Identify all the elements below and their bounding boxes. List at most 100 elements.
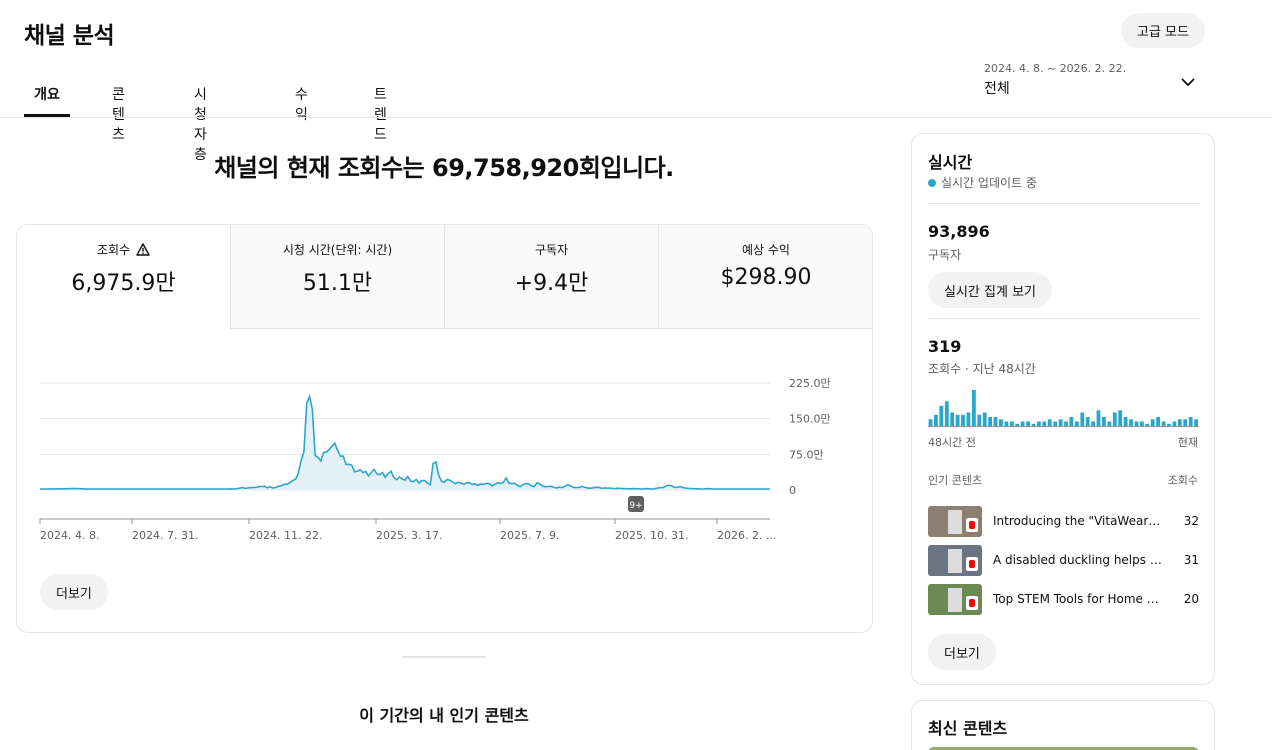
- date-range-text: 2024. 4. 8. ~ 2026. 2. 22.: [984, 62, 1127, 75]
- realtime-bar: [1118, 410, 1123, 427]
- realtime-bar: [982, 412, 987, 426]
- realtime-bar: [1091, 421, 1095, 426]
- x-tick-label: 2026. 2. ...: [717, 529, 776, 542]
- realtime-bar: [1112, 412, 1117, 426]
- latest-content-title: 최신 콘텐츠: [928, 719, 1008, 738]
- x-tick-label: 2024. 7. 31.: [132, 529, 198, 542]
- realtime-bar: [1140, 421, 1144, 426]
- metric-subscribers[interactable]: 구독자 +9.4만: [445, 225, 659, 329]
- realtime-bar: [1134, 421, 1139, 426]
- period-label: 전체: [984, 81, 1010, 97]
- realtime-status: 실시간 업데이트 중: [928, 174, 1037, 191]
- video-views: 32: [1183, 514, 1199, 528]
- list-item[interactable]: A disabled duckling helps hi... 31: [928, 545, 1199, 577]
- shorts-icon: [966, 518, 978, 532]
- video-thumbnail: [928, 506, 982, 537]
- metric-watch-time[interactable]: 시청 시간(단위: 시간) 51.1만: [231, 225, 445, 329]
- video-title: Top STEM Tools for Home L...: [993, 592, 1163, 606]
- live-dot-icon: [928, 178, 936, 187]
- tab-audience[interactable]: 시청자층: [194, 87, 207, 163]
- shorts-icon: [966, 557, 978, 571]
- realtime-bar: [999, 419, 1003, 427]
- popular-content-header: 인기 콘텐츠: [928, 474, 983, 487]
- divider: [928, 318, 1199, 319]
- video-thumbnail: [928, 584, 982, 615]
- overview-card: 조회수 6,975.9만 시청 시간(단위: 시간) 51.1만 구독자 +9.…: [16, 224, 873, 633]
- realtime-bar: [1020, 421, 1025, 426]
- divider: [928, 203, 1199, 204]
- realtime-more-button[interactable]: 더보기: [928, 634, 996, 670]
- realtime-bar: [944, 401, 949, 427]
- realtime-count-button[interactable]: 실시간 집계 보기: [928, 272, 1052, 308]
- realtime-views: 319: [928, 337, 962, 356]
- tab-overview[interactable]: 개요: [24, 70, 70, 117]
- x-tick-label: 2025. 7. 9.: [500, 529, 559, 542]
- realtime-bar: [1031, 423, 1036, 427]
- realtime-bar: [1172, 421, 1177, 426]
- realtime-bar: [1053, 421, 1058, 426]
- realtime-axis-start: 48시간 전: [928, 436, 976, 449]
- realtime-bar: [928, 419, 933, 427]
- realtime-bar: [1188, 417, 1193, 426]
- realtime-subscribers-label: 구독자: [928, 248, 962, 262]
- realtime-bar: [1037, 421, 1041, 426]
- metric-label: 조회수: [96, 242, 131, 257]
- video-title: Introducing the "VitaWear S...: [993, 514, 1163, 528]
- realtime-bar: [1102, 417, 1106, 426]
- popular-views-header: 조회수: [1167, 474, 1198, 487]
- metric-revenue[interactable]: 예상 수익 $298.90: [659, 225, 872, 329]
- realtime-bar: [1194, 419, 1198, 427]
- views-chart: 225.0만 150.0만 75.0만 0 2024. 4. 8. 2024. 7. 31…: [39, 377, 831, 542]
- realtime-bar: [1074, 421, 1079, 426]
- x-tick-label: 2024. 4. 8.: [40, 529, 99, 542]
- video-thumbnail[interactable]: [928, 747, 1199, 750]
- y-tick-label: 75.0만: [789, 448, 824, 461]
- realtime-card: 실시간 실시간 업데이트 중 93,896 구독자 실시간 집계 보기 319 …: [911, 133, 1215, 685]
- metric-label: 구독자: [534, 242, 569, 257]
- video-title: A disabled duckling helps hi...: [993, 553, 1163, 567]
- metric-views[interactable]: 조회수 6,975.9만: [17, 225, 231, 329]
- y-tick-label: 225.0만: [789, 377, 831, 390]
- metric-value: 6,975.9만: [71, 271, 176, 296]
- tab-revenue[interactable]: 수익: [295, 87, 308, 123]
- realtime-bar: [1015, 423, 1020, 427]
- realtime-bar-chart: [928, 390, 1199, 427]
- realtime-bar: [1004, 421, 1009, 426]
- realtime-bar: [1026, 421, 1030, 426]
- tab-content[interactable]: 콘텐츠: [112, 87, 125, 143]
- realtime-bar: [972, 390, 976, 426]
- realtime-bar: [1183, 419, 1188, 427]
- realtime-bar: [939, 405, 944, 427]
- realtime-bar: [934, 414, 938, 427]
- realtime-bar: [993, 417, 998, 426]
- realtime-bar: [1150, 419, 1155, 427]
- tab-trends[interactable]: 트렌드: [374, 87, 387, 143]
- realtime-bar: [1161, 421, 1166, 426]
- realtime-bar: [1058, 419, 1063, 427]
- realtime-bar: [950, 412, 955, 426]
- realtime-bar: [955, 414, 960, 427]
- advanced-mode-button[interactable]: 고급 모드: [1121, 13, 1205, 48]
- realtime-bar: [1156, 417, 1160, 426]
- list-item[interactable]: Top STEM Tools for Home L... 20: [928, 584, 1199, 616]
- video-thumbnail: [928, 545, 982, 576]
- annotation-badge[interactable]: [628, 496, 644, 512]
- realtime-bar: [1080, 412, 1085, 426]
- realtime-subscribers: 93,896: [928, 222, 990, 241]
- header-divider: [0, 117, 1272, 118]
- realtime-bar: [966, 412, 971, 426]
- list-item[interactable]: Introducing the "VitaWear S... 32: [928, 506, 1199, 538]
- scroll-indicator: [403, 656, 485, 658]
- y-tick-label: 0: [789, 484, 796, 497]
- realtime-bar: [1085, 417, 1090, 426]
- realtime-bar: [1042, 421, 1047, 426]
- realtime-bar: [1064, 421, 1068, 426]
- headline: 채널의 현재 조회수는 69,758,920회입니다.: [214, 154, 674, 182]
- realtime-bar: [1069, 417, 1074, 426]
- page-title: 채널 분석: [24, 23, 115, 49]
- more-button[interactable]: 더보기: [40, 574, 108, 610]
- metric-label: 시청 시간(단위: 시간): [282, 242, 393, 257]
- realtime-bar: [1177, 419, 1182, 427]
- date-range-picker[interactable]: 2024. 4. 8. ~ 2026. 2. 22. 전체: [984, 62, 1204, 106]
- x-tick-label: 2025. 10. 31.: [615, 529, 688, 542]
